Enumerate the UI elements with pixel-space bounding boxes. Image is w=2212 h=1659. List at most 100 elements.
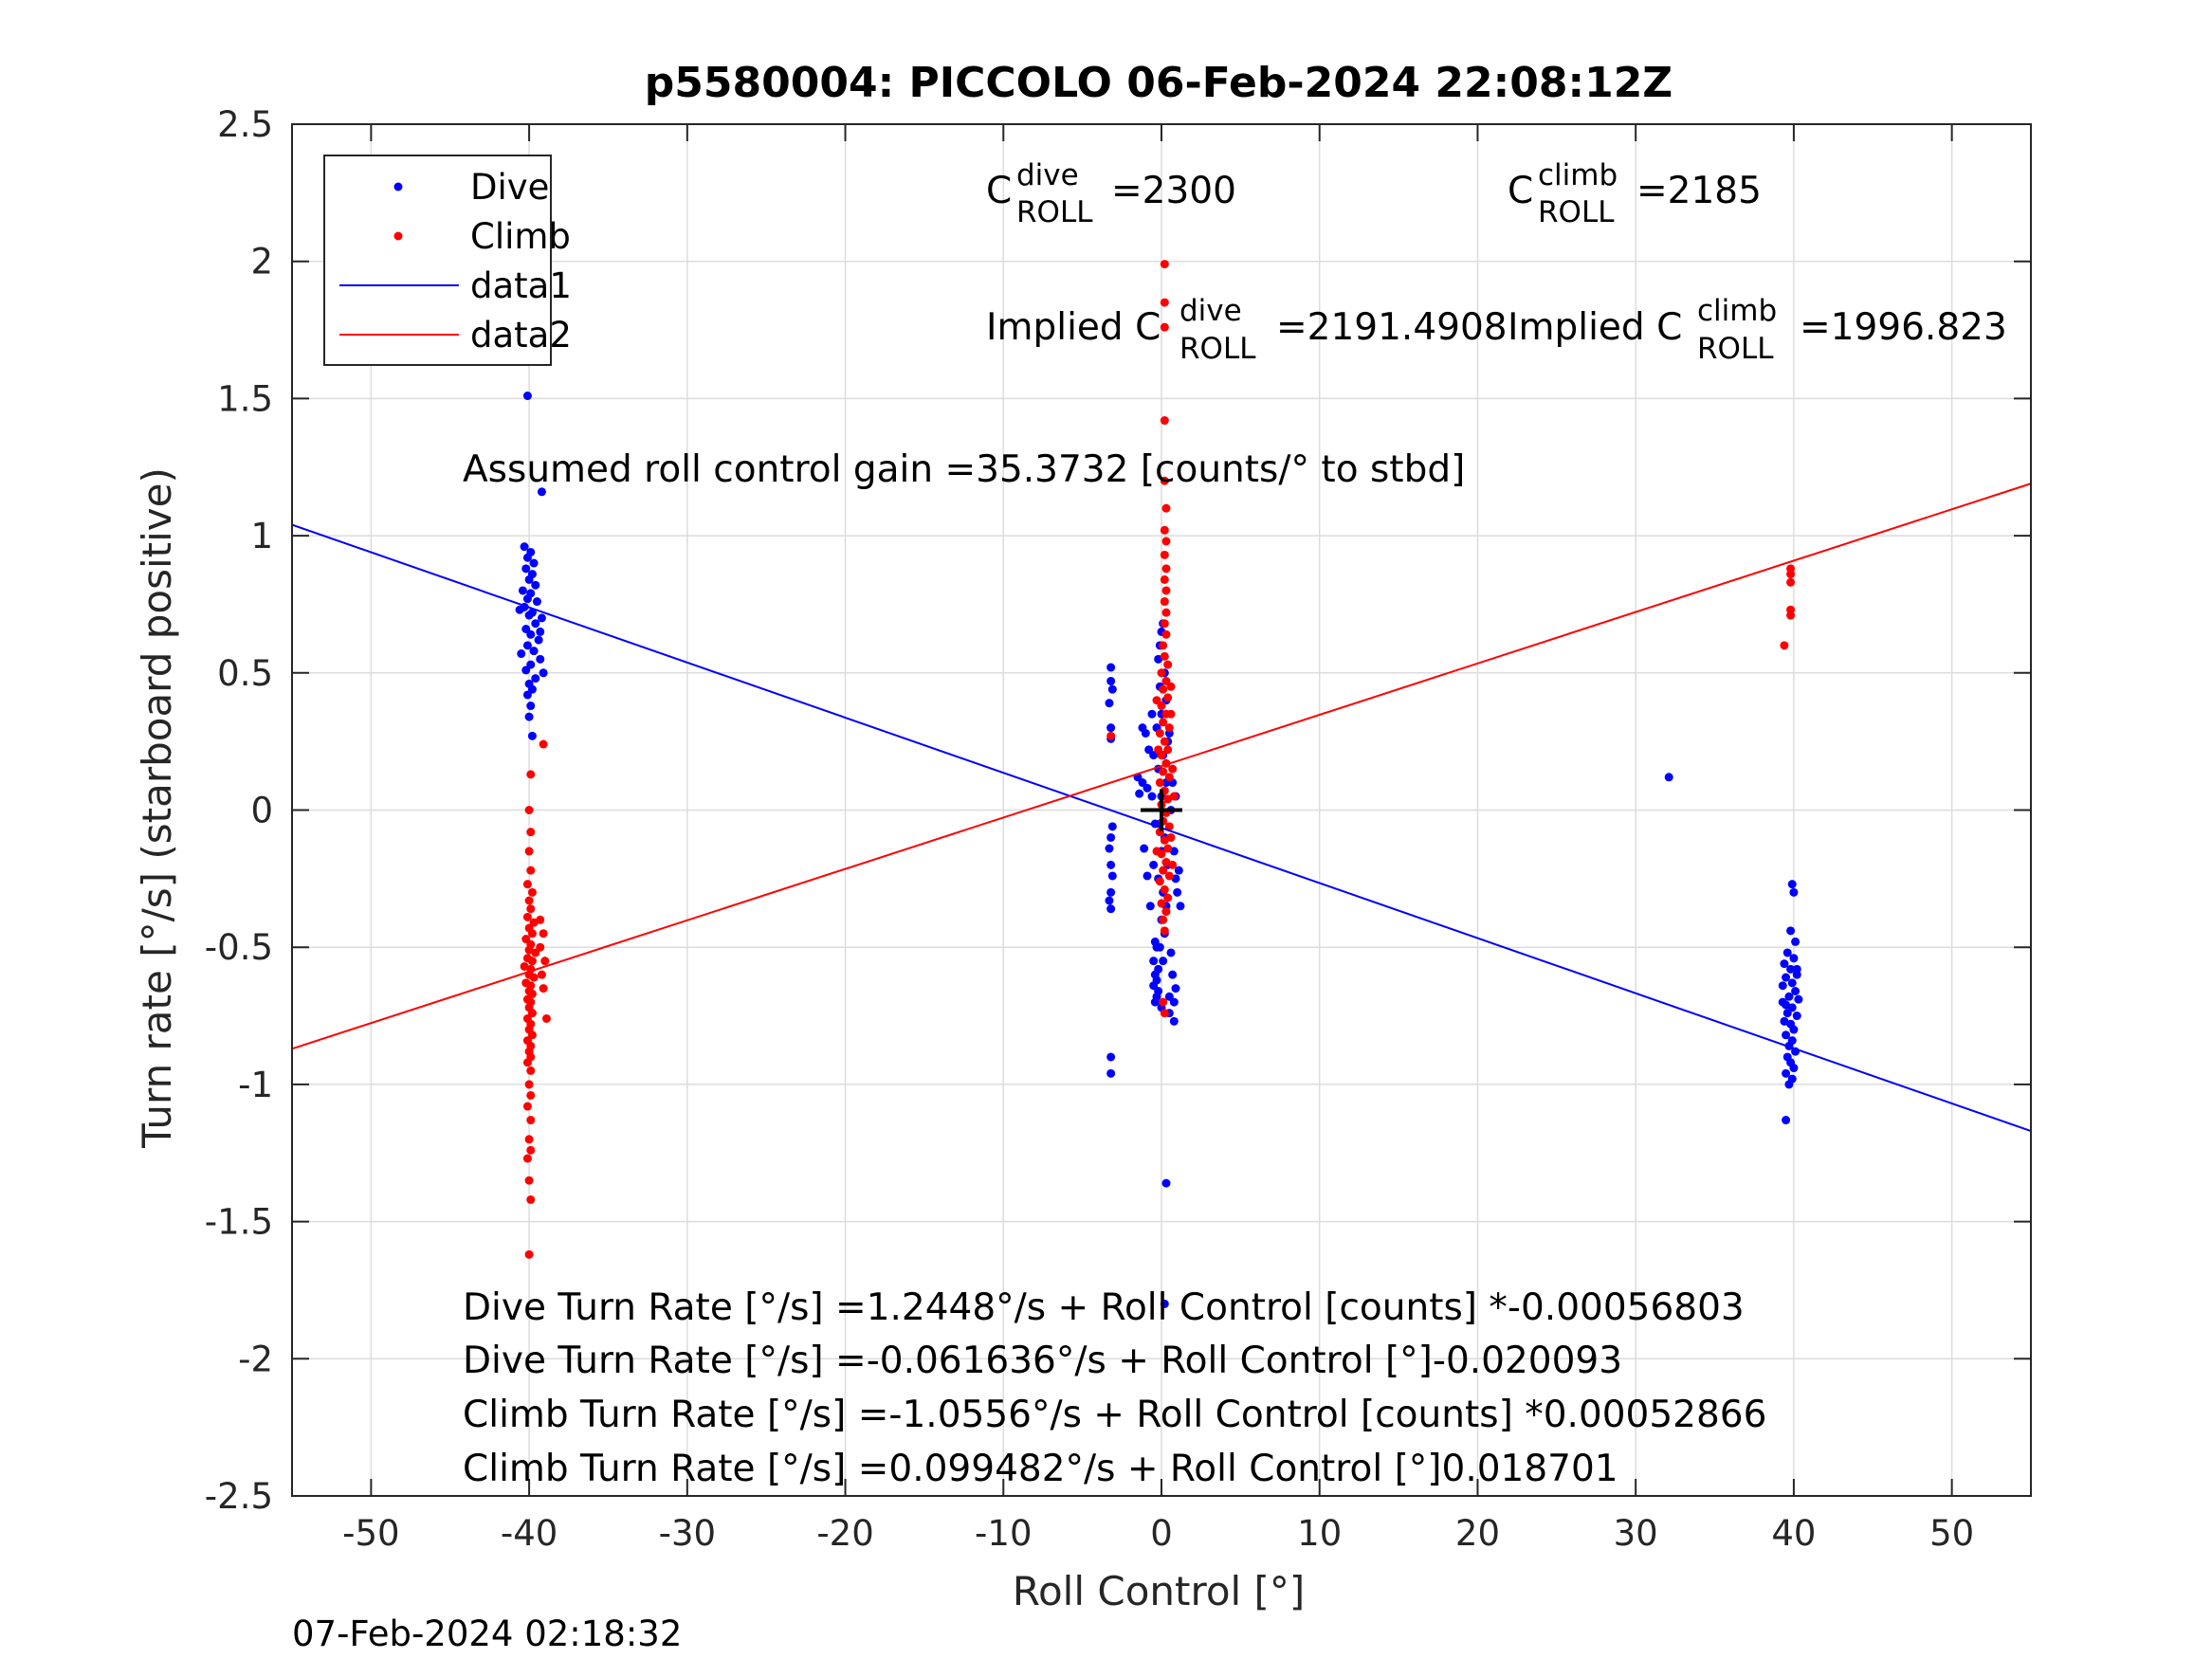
dive-point — [1143, 783, 1152, 793]
climb-point — [1780, 641, 1789, 650]
climb-point — [1160, 476, 1169, 485]
dive-point — [1166, 948, 1176, 957]
climb-point — [1164, 871, 1174, 881]
dive-point — [534, 635, 543, 645]
dive-point — [1106, 832, 1116, 842]
y-tick-label: 1.5 — [217, 378, 273, 419]
dive-point — [517, 649, 526, 659]
implied-dive-sub: ROLL — [1179, 332, 1256, 366]
x-tick-label: -50 — [342, 1513, 399, 1554]
dive-point — [1135, 789, 1144, 798]
climb-point — [522, 1154, 532, 1163]
x-tick-label: 40 — [1771, 1513, 1816, 1554]
climb-point — [1161, 537, 1171, 546]
c-roll-dive-sup: dive — [1016, 158, 1079, 192]
dive-point — [1789, 1064, 1799, 1073]
dive-point — [1160, 1299, 1169, 1308]
climb-point — [526, 1194, 536, 1204]
climb-point — [537, 970, 546, 979]
c-roll-dive-value: =2300 — [1111, 170, 1236, 212]
implied-dive-sup: dive — [1179, 294, 1242, 328]
dive-point — [1107, 684, 1117, 694]
dive-point — [539, 668, 548, 678]
climb-point — [1163, 893, 1173, 902]
dive-point — [1155, 942, 1164, 952]
climb-point — [527, 887, 537, 897]
climb-point — [1160, 298, 1169, 307]
climb-point — [1160, 1009, 1169, 1018]
climb-point — [536, 915, 545, 924]
implied-climb-sub: ROLL — [1697, 332, 1774, 366]
climb-point — [1160, 525, 1169, 535]
dive-point — [1147, 792, 1157, 801]
dive-point — [1778, 981, 1787, 991]
climb-point — [1166, 832, 1176, 842]
x-tick-label: 30 — [1614, 1513, 1658, 1554]
dive-point — [1782, 1030, 1791, 1040]
climb-point — [524, 847, 534, 856]
dive-point — [1791, 937, 1801, 946]
dive-point — [524, 574, 534, 584]
x-axis-label: Roll Control [°] — [1013, 1568, 1306, 1614]
dive-point — [1107, 871, 1117, 881]
dive-point — [536, 627, 545, 636]
implied-dive-prefix: Implied C — [986, 306, 1161, 349]
legend-label-data2: data2 — [470, 315, 572, 356]
dive-point — [1778, 997, 1787, 1007]
y-tick-label: 2.5 — [217, 104, 273, 145]
y-tick-label: -1 — [238, 1065, 273, 1105]
plot-area — [291, 202, 2032, 1308]
climb-point — [1168, 860, 1178, 869]
dive-point — [1106, 887, 1116, 897]
dive-point — [537, 487, 546, 497]
dive-point — [1106, 1052, 1116, 1062]
tick-labels: -50 -40 -30 -20 -10 0 10 20 30 40 50-2.5-2-1.5-1-0… — [205, 104, 1974, 1554]
climb-point — [541, 1013, 551, 1023]
climb-point — [1160, 416, 1169, 426]
gain-annotation: Assumed roll control gain =35.3732 [coun… — [463, 448, 1465, 491]
dive-point — [1664, 773, 1673, 782]
dive-point — [1787, 880, 1797, 889]
c-roll-climb-annotation: C climb ROLL =2185 — [1508, 158, 1762, 229]
dive-point — [1787, 978, 1797, 988]
dive-point — [1789, 954, 1799, 963]
legend-box — [323, 155, 552, 366]
x-tick-label: 20 — [1455, 1513, 1500, 1554]
dive-point — [1106, 663, 1116, 672]
implied-climb-value: =1996.823 — [1800, 306, 2007, 349]
climb-point — [1786, 564, 1796, 574]
dive-point — [527, 731, 537, 740]
climb-point — [524, 1249, 534, 1259]
climb-point — [1155, 728, 1164, 738]
c-roll-climb-sup: climb — [1538, 158, 1618, 192]
implied-dive-value: =2191.4908 — [1276, 306, 1508, 349]
climb-point — [1164, 773, 1174, 782]
dive-point — [520, 542, 529, 552]
climb-point — [1166, 709, 1176, 719]
dive-point — [1780, 959, 1789, 969]
dive-point — [521, 564, 531, 574]
dive-point — [1145, 902, 1155, 911]
climb-point — [1161, 503, 1171, 513]
dive-point — [1106, 676, 1116, 685]
legend-swatch-climb — [393, 231, 403, 241]
dive-point — [518, 586, 527, 595]
climb-point — [1786, 611, 1796, 620]
climb-point — [1160, 597, 1169, 607]
dive-point — [531, 619, 540, 629]
climb-point — [540, 957, 550, 966]
climb-point — [1168, 764, 1178, 774]
climb-point — [1164, 723, 1174, 733]
y-axis-label: Turn rate [°/s] (starboard positive) — [134, 467, 180, 1149]
climb-point — [1161, 586, 1171, 595]
climb-point — [526, 1090, 536, 1100]
x-tick-label: 10 — [1297, 1513, 1342, 1554]
climb-point — [1169, 792, 1179, 801]
dive-point — [524, 712, 534, 721]
climb-point — [1161, 608, 1171, 617]
dive-point — [522, 690, 532, 700]
legend: Dive Climb data1 data2 — [323, 155, 572, 366]
climb-point — [526, 904, 536, 914]
climb-point — [522, 1058, 532, 1067]
